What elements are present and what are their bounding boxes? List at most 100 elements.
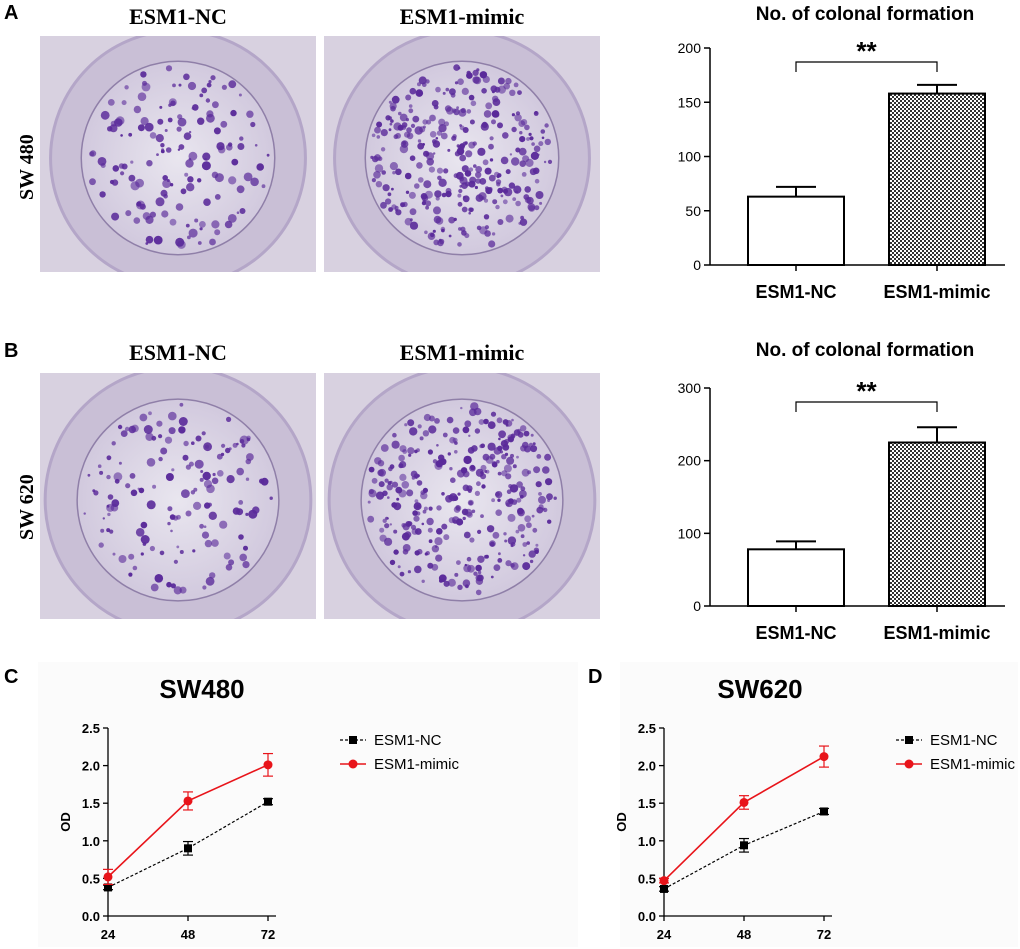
colony <box>533 111 539 116</box>
data-point <box>740 841 748 850</box>
colony <box>401 125 407 130</box>
colony <box>388 207 393 212</box>
colony <box>522 562 531 571</box>
colony <box>454 450 458 454</box>
colony <box>503 187 513 197</box>
colony <box>83 512 86 515</box>
colony <box>401 532 410 541</box>
colony <box>475 178 481 184</box>
colony <box>447 148 451 152</box>
colony <box>473 164 477 168</box>
colony <box>436 130 443 136</box>
colony <box>442 432 448 438</box>
colony <box>139 413 148 422</box>
y-tick-label: 200 <box>678 40 702 56</box>
colony <box>454 81 459 85</box>
colony <box>199 523 205 529</box>
legend-label: ESM1-mimic <box>930 756 1015 773</box>
colony <box>493 111 500 118</box>
colony <box>197 241 202 245</box>
colony <box>128 572 133 577</box>
colony <box>498 430 506 439</box>
photo-title-b-mimic: ESM1-mimic <box>399 340 525 365</box>
colony <box>469 119 475 125</box>
data-point <box>183 796 193 806</box>
y-tick-label: 1.0 <box>82 834 100 849</box>
colony <box>145 432 154 441</box>
colony-photo-sw620-nc <box>40 373 316 619</box>
colony <box>246 437 251 442</box>
colony <box>445 187 452 194</box>
colony <box>474 490 480 496</box>
colony <box>477 570 482 575</box>
panel-letter-c: C <box>4 666 19 688</box>
colony <box>214 229 221 236</box>
colony <box>137 124 145 132</box>
colony <box>526 137 530 141</box>
colony <box>387 481 392 485</box>
colony <box>120 171 125 176</box>
colony <box>430 232 435 238</box>
colony <box>176 545 180 549</box>
colony <box>393 502 402 511</box>
colony <box>496 459 500 464</box>
colony <box>213 127 221 135</box>
colony <box>236 467 244 476</box>
x-tick-label: 24 <box>101 927 116 942</box>
colony <box>462 484 470 492</box>
colony <box>125 210 132 217</box>
colony <box>373 171 381 179</box>
colony <box>211 477 219 485</box>
colony <box>447 452 451 456</box>
colony <box>261 184 266 189</box>
bar-esm1-mimic <box>888 92 986 266</box>
x-tick-label: ESM1-NC <box>755 623 836 643</box>
colony <box>149 132 157 139</box>
colony <box>481 88 487 94</box>
colony-photo-sw620-mimic <box>324 373 600 619</box>
colony <box>381 170 386 175</box>
colony <box>481 484 486 489</box>
colony <box>547 159 553 164</box>
colony <box>533 466 541 474</box>
colony <box>107 512 111 517</box>
colony <box>407 570 411 574</box>
colony <box>480 464 487 471</box>
colony <box>388 116 393 121</box>
bar-chart-sw620: No. of colonal formation 0 100 200 300 ESM1-N… <box>678 340 1005 643</box>
colony <box>461 182 468 190</box>
colony <box>438 124 447 133</box>
colony <box>100 528 105 533</box>
colony <box>471 445 478 452</box>
colony <box>480 514 484 518</box>
colony <box>543 507 548 513</box>
colony <box>221 84 227 90</box>
colony <box>142 80 147 86</box>
colony <box>204 539 213 548</box>
colony <box>202 585 207 590</box>
colony <box>450 477 456 483</box>
colony <box>517 431 524 438</box>
colony <box>510 453 514 458</box>
y-tick-label: 1.0 <box>638 834 656 849</box>
colony <box>479 178 487 185</box>
colony <box>446 416 454 424</box>
x-tick-label: ESM1-mimic <box>883 282 990 302</box>
colony <box>395 208 398 212</box>
colony <box>165 473 174 481</box>
colony <box>150 583 159 592</box>
colony <box>188 228 198 238</box>
colony <box>391 95 400 104</box>
colony <box>492 199 498 205</box>
colony <box>418 177 424 183</box>
colony <box>479 444 484 449</box>
colony <box>507 436 514 443</box>
colony <box>524 124 530 131</box>
colony <box>444 121 449 127</box>
colony <box>389 464 395 470</box>
colony <box>102 517 105 520</box>
colony <box>533 547 540 553</box>
colony <box>106 455 112 461</box>
colony <box>435 554 443 562</box>
colony <box>526 522 532 529</box>
